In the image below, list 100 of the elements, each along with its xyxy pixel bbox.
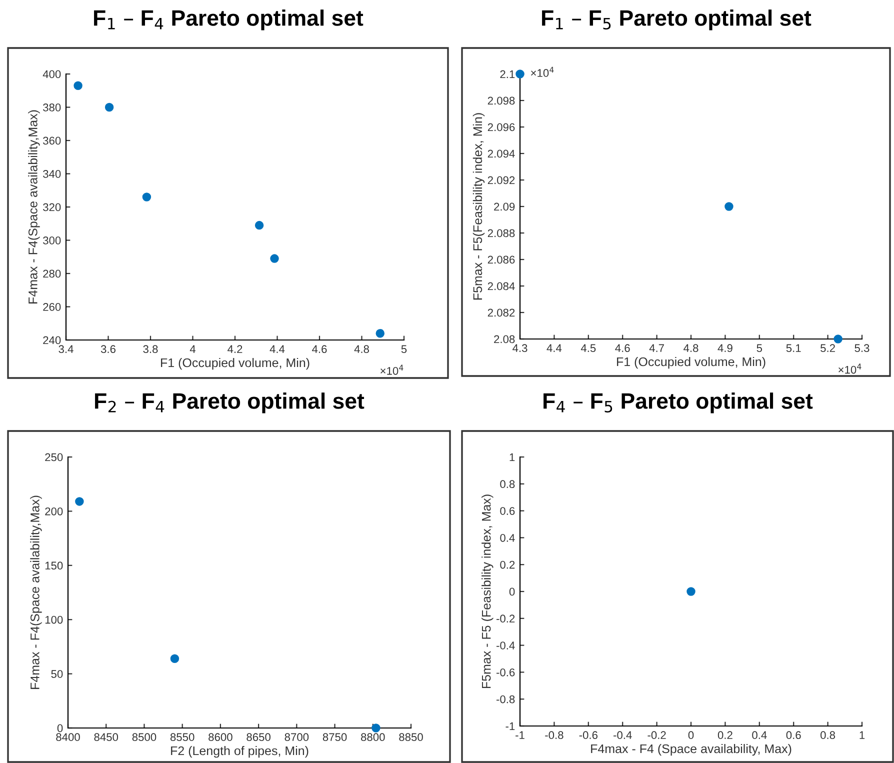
y-axis-title: F4max - F4(Space availability,Max)	[28, 110, 40, 304]
x-tick-label: 8800	[361, 733, 385, 742]
point	[74, 81, 82, 90]
x-tick-label: 8400	[56, 733, 80, 742]
y-tick-label: 1	[510, 453, 515, 462]
y-tick-label: -1	[506, 722, 515, 730]
point	[270, 254, 279, 263]
x-tick-label: 8600	[208, 733, 232, 742]
x-tick-label: 8700	[284, 733, 309, 742]
y-tick-label: 2.096	[488, 123, 515, 132]
text: ×10$^{4}$	[380, 364, 404, 375]
y-tick-label: -0.6	[496, 668, 515, 676]
x-tick-label: 5.1	[786, 344, 801, 352]
point	[104, 102, 114, 112]
x-tick-label: -0.2	[648, 731, 666, 740]
y-tick-label: 2.094	[488, 150, 515, 158]
x-tick-label: 5.2	[820, 344, 835, 352]
x-tick-label: 4.4	[270, 345, 285, 353]
x-tick-label: 5	[401, 345, 407, 354]
x-tick-label: 3.4	[58, 345, 74, 354]
x-axis-title: F4max - F4 (Space availability, Max)	[591, 744, 792, 756]
x-tick-label: 8550	[170, 733, 194, 742]
x-axis-title: F1 (Occupied volume, Min)	[617, 356, 766, 369]
y-tick-label: 200	[45, 507, 63, 516]
y-tick-label: 320	[43, 203, 61, 212]
annotation: ×10$^{4}$	[531, 66, 554, 77]
chart-title: F$_{4}$ – F$_{5}$ Pareto optimal set	[544, 392, 813, 414]
x-tick-label: 4.4	[546, 344, 562, 352]
x-tick-label: 8850	[399, 733, 423, 742]
y-tick-label: 250	[45, 453, 63, 462]
y-tick-label: 50	[51, 670, 63, 678]
chart-title: F$_{2}$ – F$_{4}$ Pareto optimal set	[95, 392, 364, 414]
x-tick-label: 8650	[246, 733, 270, 742]
x-tick-label: -0.8	[545, 731, 564, 740]
x-tick-label: 4.2	[228, 345, 242, 353]
y-axis-title: F4max - F4(Space availability,Max)	[30, 496, 42, 689]
x-tick-label: 0.8	[820, 731, 836, 740]
y-tick-label: 2.086	[488, 256, 515, 264]
y-axis-title: F5max - F5(Feasibility index, Min)	[472, 113, 485, 300]
text: ×10$^{4}$	[838, 364, 862, 374]
y-tick-label: 360	[43, 136, 61, 145]
point	[516, 70, 524, 78]
y-tick-label: 2.1	[500, 70, 515, 78]
x-tick-label: 0.4	[752, 731, 767, 740]
x-tick-label: 4.8	[354, 345, 369, 354]
x-tick-label: 4.7	[649, 344, 664, 352]
x-tick-label: 1	[860, 731, 865, 739]
x-tick-label: 4.6	[312, 345, 327, 354]
y-axis-title: F5max - F5 (Feasibility index, Max)	[482, 494, 494, 688]
y-tick-label: 2.08	[494, 335, 515, 344]
y-tick-label: 2.092	[488, 176, 515, 184]
y-tick-label: 0	[509, 588, 515, 596]
y-tick-label: 340	[43, 170, 61, 178]
point	[834, 334, 842, 344]
point	[170, 654, 180, 663]
x-tick-label: 4.6	[615, 344, 630, 352]
x-tick-label: 5.3	[854, 344, 870, 352]
point	[142, 192, 152, 202]
y-tick-label: 280	[43, 270, 61, 278]
y-tick-label: 100	[45, 616, 63, 624]
x-tick-label: 8750	[322, 733, 347, 742]
y-tick-label: -0.2	[496, 614, 515, 623]
point	[724, 202, 734, 211]
chart-title: F$_{1}$ – F$_{5}$ Pareto optimal set	[542, 10, 812, 30]
y-tick-label: -0.8	[496, 695, 515, 704]
y-tick-label: 0.4	[500, 534, 515, 542]
x-tick-label: 4.5	[580, 344, 596, 352]
y-tick-label: 150	[45, 562, 63, 570]
y-tick-label: 300	[43, 236, 61, 244]
y-tick-label: 380	[43, 104, 61, 112]
x-tick-label: 0.6	[786, 731, 801, 740]
x-tick-label: 4.8	[684, 344, 698, 352]
point	[376, 328, 384, 338]
point	[372, 724, 380, 732]
y-tick-label: 400	[42, 70, 61, 78]
x-tick-label: 0	[688, 731, 694, 740]
x-tick-label: -0.6	[579, 731, 598, 740]
y-tick-label: 260	[43, 303, 61, 311]
x-tick-label: 4.9	[718, 344, 732, 352]
y-tick-label: 2.09	[494, 202, 515, 211]
y-tick-label: 2.084	[488, 282, 515, 290]
x-tick-label: -0.4	[614, 731, 632, 740]
x-tick-label: 5	[756, 344, 762, 352]
y-tick-label: -0.4	[496, 642, 515, 650]
x-tick-label: 8450	[94, 733, 118, 742]
y-tick-label: 2.082	[488, 308, 515, 317]
y-tick-label: 240	[43, 336, 61, 344]
x-tick-label: 0.2	[718, 731, 732, 740]
x-axis-title: F2 (Length of pipes, Min)	[171, 746, 308, 758]
point	[75, 497, 84, 506]
point	[254, 220, 264, 230]
y-tick-label: 0	[57, 724, 63, 732]
x-tick-label: 3.6	[100, 345, 116, 354]
y-tick-label: 0.6	[500, 507, 515, 515]
x-tick-label: 4	[190, 345, 196, 353]
x-axis-title: F1 (Occupied volume, Min)	[161, 358, 310, 370]
y-tick-label: 2.098	[488, 96, 515, 105]
x-tick-label: 3.8	[143, 345, 158, 354]
y-tick-label: 2.088	[488, 229, 515, 238]
chart-title: F$_{1}$ – F$_{4}$ Pareto optimal set	[94, 10, 364, 30]
